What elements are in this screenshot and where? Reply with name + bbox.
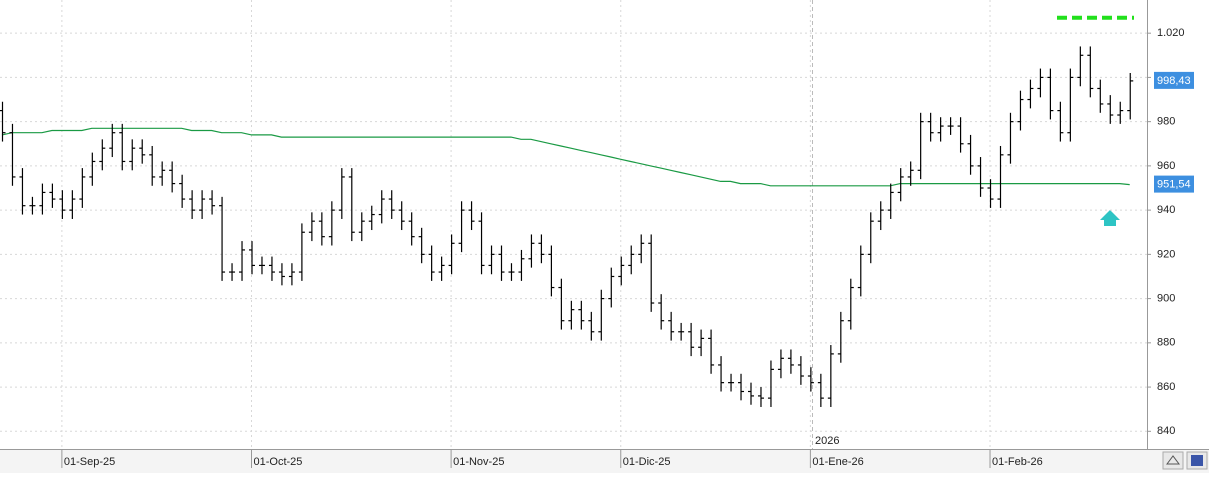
- save-icon: [1191, 455, 1203, 466]
- y-tick-label: 1.020: [1157, 27, 1185, 39]
- x-axis-band: [0, 450, 1209, 473]
- x-tick-label: 01-Nov-25: [453, 456, 504, 468]
- collapse-button[interactable]: [1162, 451, 1184, 470]
- x-tick-label: 01-Oct-25: [254, 456, 303, 468]
- y-tick-label: 940: [1157, 204, 1175, 216]
- last-price-label: 998,43: [1157, 75, 1191, 87]
- y-tick-label: 920: [1157, 248, 1175, 260]
- moving-average: [1, 127, 1130, 187]
- year-annotation: 2026: [815, 435, 839, 447]
- average-box: [1154, 175, 1194, 193]
- collapse-icon: [1166, 455, 1180, 465]
- y-tick-label: 880: [1157, 337, 1175, 349]
- last-price-box: [1154, 71, 1194, 89]
- x-tick-label: 01-Sep-25: [64, 456, 115, 468]
- y-tick-label: 980: [1157, 116, 1175, 128]
- x-tick-label: 01-Dic-25: [623, 456, 671, 468]
- y-tick-label: 960: [1157, 160, 1175, 172]
- x-tick-label: 01-Ene-26: [812, 456, 863, 468]
- average-label: 951,54: [1157, 179, 1191, 191]
- arrow-icon: [1100, 210, 1120, 226]
- y-tick-label: 900: [1157, 293, 1175, 305]
- y-tick-label: 840: [1157, 425, 1175, 437]
- y-tick-label: 860: [1157, 381, 1175, 393]
- x-tick-label: 01-Feb-26: [992, 456, 1043, 468]
